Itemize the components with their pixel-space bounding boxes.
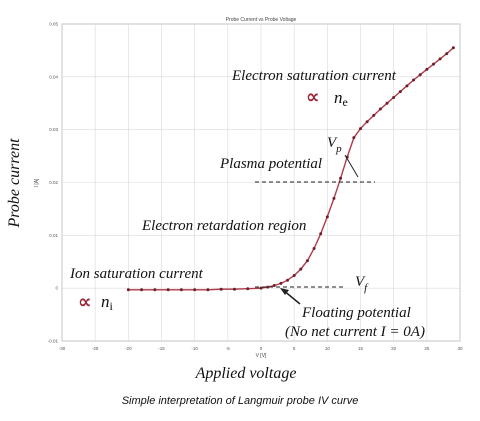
- data-point: [359, 127, 362, 131]
- data-point: [365, 120, 369, 124]
- data-point: [451, 46, 455, 50]
- y-tick-label: 0.03: [49, 127, 58, 132]
- ne-symbol: ne: [334, 88, 348, 109]
- chart-title: Probe Current vs Probe Voltage: [226, 17, 297, 23]
- series-line: [128, 47, 454, 291]
- x-tick-label: 30: [457, 346, 463, 351]
- inner-x-label: V [V]: [256, 353, 267, 359]
- data-point: [292, 273, 296, 277]
- data-point: [166, 288, 170, 292]
- data-point: [219, 287, 223, 291]
- outer-x-label: Applied voltage: [195, 365, 297, 382]
- data-point: [286, 278, 290, 282]
- data-point: [299, 267, 303, 271]
- data-point: [425, 67, 429, 71]
- y-tick-label: 0.04: [49, 74, 58, 79]
- vp-subscript: p: [335, 143, 342, 155]
- ion-saturation-label: Ion saturation current: [69, 266, 204, 282]
- x-tick-label: 10: [325, 346, 331, 351]
- ne-proportional-symbol: ∝: [306, 87, 320, 108]
- x-tick-label: -10: [191, 346, 198, 351]
- x-tick-label: 0: [260, 346, 263, 351]
- data-point: [232, 287, 236, 291]
- electron-saturation-label: Electron saturation current: [231, 68, 397, 84]
- x-tick-label: 15: [358, 346, 364, 351]
- x-tick-label: -20: [125, 346, 132, 351]
- inner-y-label: I [A]: [34, 178, 40, 188]
- data-point: [352, 136, 356, 140]
- data-point: [246, 287, 250, 291]
- data-point: [392, 95, 396, 99]
- data-point: [179, 288, 183, 292]
- data-point: [193, 288, 197, 292]
- data-point: [319, 232, 323, 236]
- data-point: [305, 259, 309, 263]
- y-tick-label: 0.02: [49, 180, 58, 185]
- data-point: [140, 288, 144, 292]
- vp-symbol: Vp: [327, 135, 342, 155]
- data-point: [405, 84, 409, 88]
- ni-proportional-symbol: ∝: [78, 292, 92, 313]
- floating-potential-label: Floating potential: [301, 305, 411, 321]
- data-point: [385, 101, 389, 105]
- outer-y-label: Probe current: [6, 138, 23, 229]
- y-tick-label: 0.01: [49, 233, 58, 238]
- x-tick-label: 5: [293, 346, 296, 351]
- data-point: [206, 288, 210, 292]
- vf-subscript: f: [364, 282, 369, 294]
- y-tick-label: -0.01: [48, 339, 59, 344]
- data-point: [332, 196, 336, 200]
- data-point: [266, 285, 270, 289]
- data-point: [445, 52, 449, 56]
- ni-symbol: ni: [101, 292, 114, 313]
- data-point: [378, 107, 382, 111]
- vp-arrow: [344, 154, 359, 178]
- x-tick-label: 20: [391, 346, 397, 351]
- x-tick-label: 25: [424, 346, 430, 351]
- figure-caption: Simple interpretation of Langmuir probe …: [121, 395, 359, 407]
- data-point: [339, 176, 343, 180]
- plasma-potential-label: Plasma potential: [219, 156, 322, 172]
- data-point: [438, 57, 442, 61]
- series-iv-curve: [126, 46, 455, 292]
- data-point: [126, 288, 130, 292]
- floating-arrow-head: [280, 288, 289, 295]
- y-tick-label: 0.05: [49, 22, 58, 27]
- y-tick-label: 0: [55, 286, 58, 291]
- data-point: [259, 286, 263, 290]
- data-point: [279, 281, 283, 285]
- vf-symbol: Vf: [355, 274, 369, 294]
- data-point: [431, 62, 435, 66]
- x-tick-label: -25: [92, 346, 99, 351]
- data-point: [325, 215, 329, 219]
- retardation-label: Electron retardation region: [141, 218, 306, 234]
- ni-subscript: i: [110, 299, 114, 313]
- data-point: [398, 90, 402, 94]
- data-point: [272, 284, 276, 288]
- x-tick-label: -5: [226, 346, 230, 351]
- ne-subscript: e: [343, 95, 348, 109]
- no-net-current-label: (No net current I = 0A): [285, 324, 425, 340]
- data-point: [372, 113, 376, 117]
- tick-labels: -30 -25 -20 -15 -10 -5 0 5 10 15 20 25 30 -0.01 0 0.01 0…: [48, 22, 463, 352]
- data-point: [418, 73, 422, 77]
- data-point: [312, 247, 316, 251]
- x-tick-label: -15: [158, 346, 165, 351]
- data-point: [412, 78, 416, 82]
- data-point: [153, 288, 157, 292]
- x-tick-label: -30: [59, 346, 66, 351]
